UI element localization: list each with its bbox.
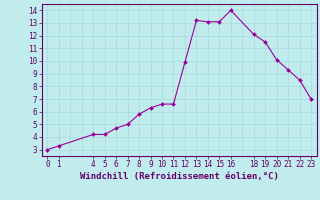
X-axis label: Windchill (Refroidissement éolien,°C): Windchill (Refroidissement éolien,°C) [80, 172, 279, 181]
